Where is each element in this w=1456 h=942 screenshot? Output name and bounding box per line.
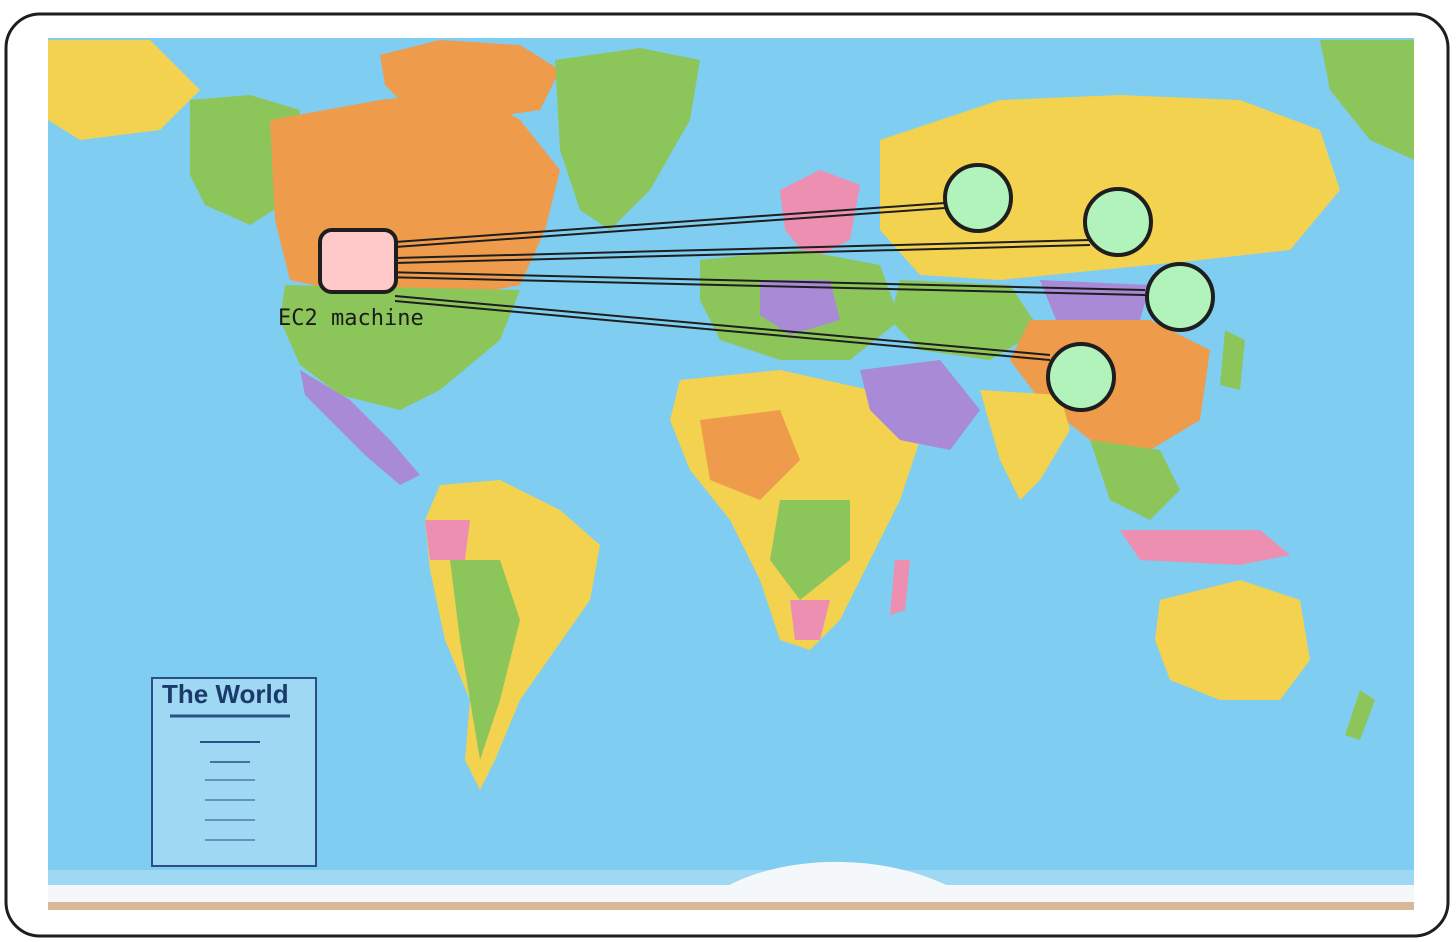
target-node-3[interactable]	[1145, 262, 1215, 332]
new-zealand	[1345, 690, 1375, 740]
scandinavia	[780, 170, 860, 260]
connector-2	[394, 239, 1091, 259]
ec2-machine-node[interactable]: EC2 machine	[278, 228, 424, 331]
ec2-machine-label: EC2 machine	[278, 306, 424, 331]
connector-3	[381, 271, 1146, 291]
world-map: The World	[48, 38, 1414, 910]
greenland	[555, 48, 700, 230]
madagascar	[890, 560, 910, 615]
canada	[270, 90, 560, 300]
map-legend: The World	[151, 677, 317, 867]
target-node-1[interactable]	[943, 163, 1013, 233]
target-node-4[interactable]	[1046, 342, 1116, 412]
japan	[1220, 330, 1245, 390]
central-asia	[890, 280, 1040, 360]
russia	[880, 95, 1340, 280]
connector-1	[394, 202, 946, 243]
connector-4	[394, 295, 1051, 356]
indonesia	[1120, 530, 1290, 565]
southeast-asia	[1090, 440, 1180, 520]
mexico	[300, 370, 420, 485]
legend-title: The World	[162, 679, 289, 709]
middle-east	[860, 360, 980, 450]
australia	[1155, 580, 1310, 700]
canada-islands	[380, 40, 560, 120]
usa	[280, 285, 520, 410]
connectors	[381, 202, 1146, 361]
target-node-2[interactable]	[1083, 187, 1153, 257]
india	[980, 390, 1070, 500]
